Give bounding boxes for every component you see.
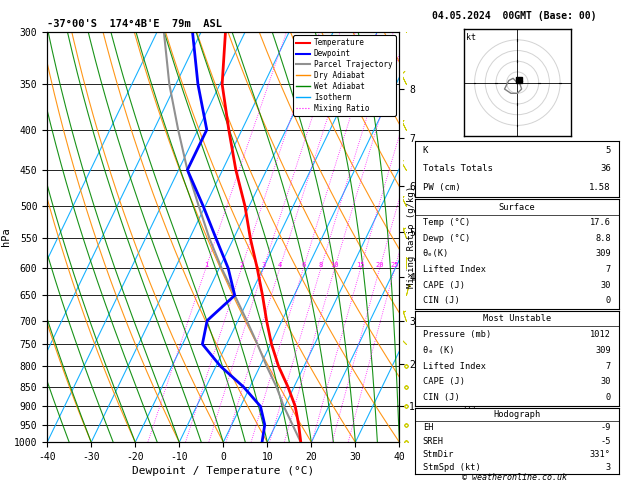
Text: 8: 8 bbox=[319, 262, 323, 268]
Text: 30: 30 bbox=[600, 378, 611, 386]
Text: 7: 7 bbox=[606, 362, 611, 371]
Text: 10: 10 bbox=[330, 262, 339, 268]
Text: 04.05.2024  00GMT (Base: 00): 04.05.2024 00GMT (Base: 00) bbox=[432, 11, 596, 21]
Text: 1.58: 1.58 bbox=[589, 183, 611, 192]
Text: 309: 309 bbox=[595, 346, 611, 355]
Text: Dewp (°C): Dewp (°C) bbox=[423, 234, 470, 243]
Text: -5: -5 bbox=[600, 436, 611, 446]
Text: 6: 6 bbox=[301, 262, 306, 268]
Text: StmSpd (kt): StmSpd (kt) bbox=[423, 463, 481, 472]
Text: Temp (°C): Temp (°C) bbox=[423, 218, 470, 227]
Text: θₑ (K): θₑ (K) bbox=[423, 346, 454, 355]
Text: 0: 0 bbox=[606, 296, 611, 305]
Text: θₑ(K): θₑ(K) bbox=[423, 249, 449, 259]
Text: 1: 1 bbox=[204, 262, 208, 268]
Text: Pressure (mb): Pressure (mb) bbox=[423, 330, 491, 339]
Text: LCL: LCL bbox=[463, 402, 478, 411]
Text: 0: 0 bbox=[606, 393, 611, 402]
Text: 30: 30 bbox=[600, 281, 611, 290]
Text: EH: EH bbox=[423, 423, 433, 433]
X-axis label: Dewpoint / Temperature (°C): Dewpoint / Temperature (°C) bbox=[132, 466, 314, 476]
Text: kt: kt bbox=[466, 34, 476, 42]
Text: 2: 2 bbox=[240, 262, 243, 268]
Text: Totals Totals: Totals Totals bbox=[423, 164, 493, 174]
Text: 309: 309 bbox=[595, 249, 611, 259]
Text: Lifted Index: Lifted Index bbox=[423, 265, 486, 274]
Text: 25: 25 bbox=[391, 262, 399, 268]
Text: CAPE (J): CAPE (J) bbox=[423, 378, 465, 386]
Text: 3: 3 bbox=[262, 262, 265, 268]
Text: CIN (J): CIN (J) bbox=[423, 393, 459, 402]
Text: PW (cm): PW (cm) bbox=[423, 183, 460, 192]
Text: Most Unstable: Most Unstable bbox=[482, 314, 551, 323]
Text: K: K bbox=[423, 146, 428, 155]
Text: CIN (J): CIN (J) bbox=[423, 296, 459, 305]
Text: 17.6: 17.6 bbox=[590, 218, 611, 227]
Text: Mixing Ratio (g/kg): Mixing Ratio (g/kg) bbox=[407, 186, 416, 288]
Text: 1012: 1012 bbox=[590, 330, 611, 339]
Text: 8.8: 8.8 bbox=[595, 234, 611, 243]
Text: CAPE (J): CAPE (J) bbox=[423, 281, 465, 290]
Text: SREH: SREH bbox=[423, 436, 443, 446]
Text: 7: 7 bbox=[606, 265, 611, 274]
Text: StmDir: StmDir bbox=[423, 450, 454, 459]
Text: 331°: 331° bbox=[590, 450, 611, 459]
Text: © weatheronline.co.uk: © weatheronline.co.uk bbox=[462, 473, 567, 482]
Legend: Temperature, Dewpoint, Parcel Trajectory, Dry Adiabat, Wet Adiabat, Isotherm, Mi: Temperature, Dewpoint, Parcel Trajectory… bbox=[293, 35, 396, 116]
Text: 36: 36 bbox=[600, 164, 611, 174]
Text: 4: 4 bbox=[277, 262, 282, 268]
Text: 3: 3 bbox=[606, 463, 611, 472]
Text: Lifted Index: Lifted Index bbox=[423, 362, 486, 371]
Text: -37°00'S  174°4B'E  79m  ASL: -37°00'S 174°4B'E 79m ASL bbox=[47, 19, 222, 30]
Text: Hodograph: Hodograph bbox=[493, 410, 540, 419]
Text: -9: -9 bbox=[600, 423, 611, 433]
Y-axis label: hPa: hPa bbox=[1, 227, 11, 246]
Text: 15: 15 bbox=[357, 262, 365, 268]
Text: 5: 5 bbox=[605, 146, 611, 155]
Text: 20: 20 bbox=[376, 262, 384, 268]
Text: Surface: Surface bbox=[498, 203, 535, 211]
Y-axis label: km
ASL: km ASL bbox=[418, 228, 440, 246]
